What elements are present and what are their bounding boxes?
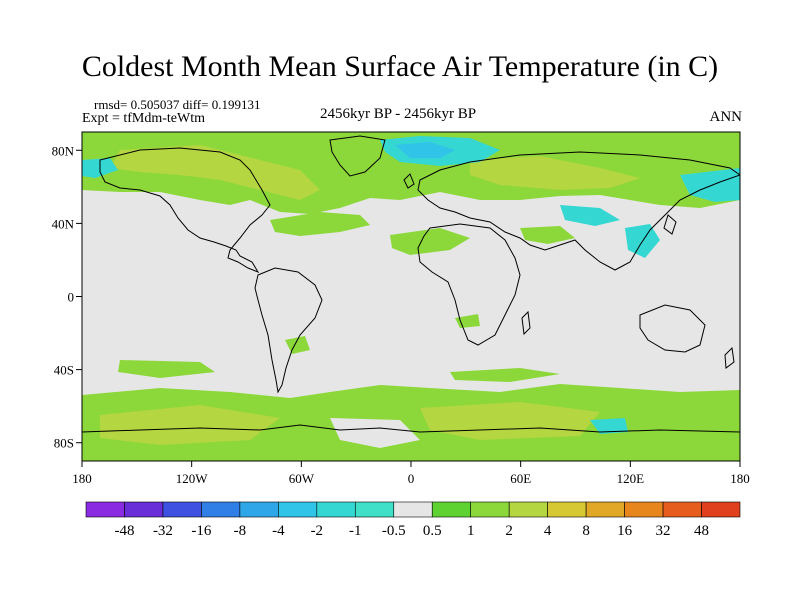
lat-tick-label: 80N [52,143,75,158]
anomaly-region-antarctica-gray [330,418,420,448]
colorbar-swatch [239,501,279,518]
lon-tick-label: 180 [730,471,750,486]
coastline-madagascar [521,310,531,336]
map-panel: 80N 40N 0 40S 80S 180 120W 60W 0 60E 120E 180 [52,131,750,486]
anomaly-region-siberia-green [470,156,640,190]
stats-text: rmsd= 0.505037 diff= 0.199131 [94,97,261,112]
coastline-greenland [329,135,386,177]
lat-tick-label: 80S [54,436,74,451]
anomaly-region-sahara-green [390,228,470,255]
anomaly-region-mideast-green [520,226,575,244]
colorbar-label: 2 [505,523,513,539]
anomaly-region-subantarctic-green [118,360,215,378]
lon-tick-label: 120E [617,471,645,486]
lon-tick-label: 120W [176,471,209,486]
anomaly-region-southpacific-green [450,368,560,382]
colorbar-label: -2 [311,523,324,539]
colorbar-swatch [701,501,741,518]
colorbar-label: -0.5 [382,523,406,539]
chart-title: Coldest Month Mean Surface Air Temperatu… [81,50,719,83]
anomaly-region-southern-ocean-green [82,384,740,461]
colorbar-label: -32 [153,523,173,539]
colorbar-label: -8 [234,523,247,539]
anomaly-region-arctic-lightgreen [110,145,320,200]
coastline-australia [639,304,706,353]
colorbar-swatch [85,501,125,518]
season-label: ANN [709,109,743,125]
coastline-japan [663,214,677,235]
experiment-label: Expt = tfMdm-teWtm [82,111,205,126]
colorbar-swatch [547,501,587,518]
colorbar-swatch [162,501,202,518]
colorbar-swatch [470,501,510,518]
colorbar-label: 1 [467,523,475,539]
lon-tick-label: 60W [289,471,315,486]
coastline-new-zealand [724,346,735,369]
anomaly-region-atlantic-green [270,212,370,236]
coastline-antarctica [82,424,740,433]
lat-tick-label: 40S [54,363,74,378]
colorbar-label: 48 [694,523,709,539]
colorbar-label: -4 [272,523,285,539]
colorbar-swatch [354,501,395,518]
colorbar-label: 16 [617,523,633,539]
colorbar-swatch [316,501,356,518]
colorbar-swatch [508,501,548,518]
anomaly-region-eurasia-cyan [395,142,455,158]
period-label: 2456kyr BP - 2456kyr BP [320,106,477,122]
coastline-south-america [254,267,323,394]
colorbar-label: 4 [544,523,552,539]
colorbar-label: 32 [656,523,671,539]
coastline-uk [403,173,415,189]
colorbar-swatch [662,501,702,518]
anomaly-region-antarctica-cyan [590,418,628,434]
colorbar-swatch [124,501,164,518]
latitude-axis: 80N 40N 0 40S 80S [52,143,82,451]
colorbar-label: -16 [191,523,211,539]
colorbar-label: -48 [114,523,134,539]
coastline-north-america [99,147,271,274]
longitude-axis: 180 120W 60W 0 60E 120E 180 [72,461,750,486]
colorbar-swatch [201,501,241,518]
anomaly-region-southamerica-green [285,336,310,354]
colorbar-swatch [393,501,433,518]
colorbar: -48 -32 -16 -8 -4 -2 -1 -0.5 0.5 1 2 4 8 16 32 48 [85,501,741,539]
coastlines [82,135,740,433]
lon-tick-label: 0 [408,471,415,486]
colorbar-swatch [585,501,625,518]
coastline-eurasia [417,151,740,271]
colorbar-swatch [278,501,318,518]
lat-tick-label: 40N [52,216,75,231]
colorbar-label: -1 [349,523,362,539]
colorbar-label: 0.5 [423,523,442,539]
lat-tick-label: 0 [68,290,75,305]
anomaly-region-asia-cyan [560,205,620,226]
anomaly-region-southafrica-green [455,314,480,328]
anomaly-region-nwpacific-cyan [680,168,740,202]
lon-tick-label: 60E [510,471,531,486]
colorbar-swatch [624,501,664,518]
anomaly-region-southern-ocean-lightgreen [100,405,280,445]
lon-tick-label: 180 [72,471,92,486]
colorbar-label: 8 [582,523,590,539]
coastline-africa [417,223,521,346]
colorbar-swatch [431,501,472,518]
